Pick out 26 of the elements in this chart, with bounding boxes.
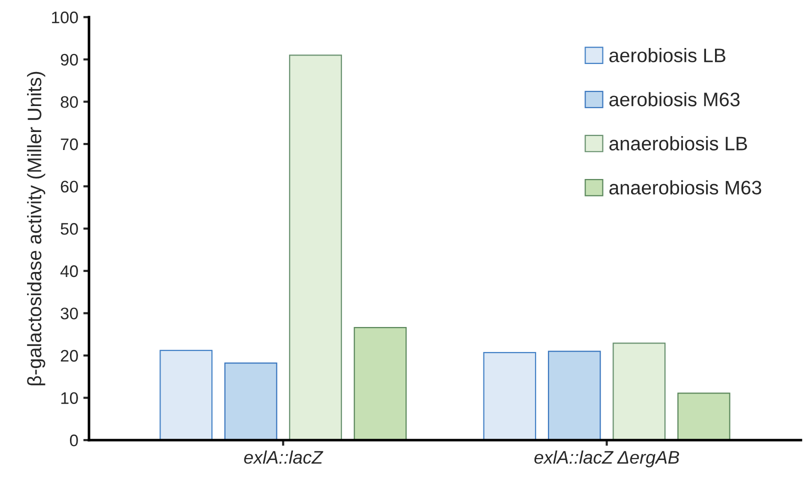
y-tick-label: 20 — [60, 350, 78, 362]
legend-label: anaerobiosis LB — [609, 136, 747, 150]
y-tick-label: 30 — [60, 308, 78, 320]
legend-label: aerobiosis LB — [609, 48, 726, 62]
y-tick-label: 70 — [60, 138, 78, 150]
y-tick-label: 80 — [60, 96, 78, 108]
y-tick-label: 90 — [60, 54, 78, 66]
x-tick-label: exlA::lacZ ΔergAB — [534, 450, 680, 468]
legend-label: aerobiosis M63 — [609, 92, 740, 106]
bar — [612, 342, 666, 440]
bar — [354, 327, 407, 440]
bar — [224, 362, 278, 440]
bar — [289, 54, 342, 440]
bar — [548, 350, 601, 440]
y-tick-label: 60 — [60, 180, 78, 193]
y-tick-label: 100 — [52, 12, 78, 24]
y-axis-title: β-galactosidase activity (Miller Units) — [27, 72, 46, 386]
bar — [677, 392, 730, 440]
legend-label: anaerobiosis M63 — [609, 180, 762, 195]
bar — [483, 352, 536, 440]
y-tick-label: 40 — [60, 265, 78, 278]
x-tick-label: exlA::lacZ — [244, 450, 324, 464]
y-tick-label: 50 — [60, 223, 78, 235]
y-tick-label: 0 — [70, 434, 78, 446]
y-tick-label: 10 — [61, 392, 78, 404]
bar — [160, 350, 213, 440]
